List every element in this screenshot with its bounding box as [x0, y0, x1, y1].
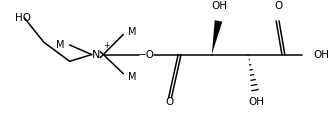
Text: M: M	[128, 27, 137, 37]
Text: O: O	[165, 97, 174, 107]
Text: M: M	[128, 72, 137, 82]
Text: OH: OH	[314, 50, 330, 60]
Text: OH: OH	[248, 97, 264, 107]
Text: N: N	[92, 50, 101, 60]
Text: HO: HO	[15, 13, 31, 23]
Text: −O: −O	[138, 50, 155, 60]
Text: OH: OH	[212, 1, 227, 11]
Text: O: O	[274, 1, 282, 11]
Text: M: M	[56, 40, 65, 50]
Polygon shape	[212, 20, 222, 55]
Text: +: +	[103, 41, 110, 50]
